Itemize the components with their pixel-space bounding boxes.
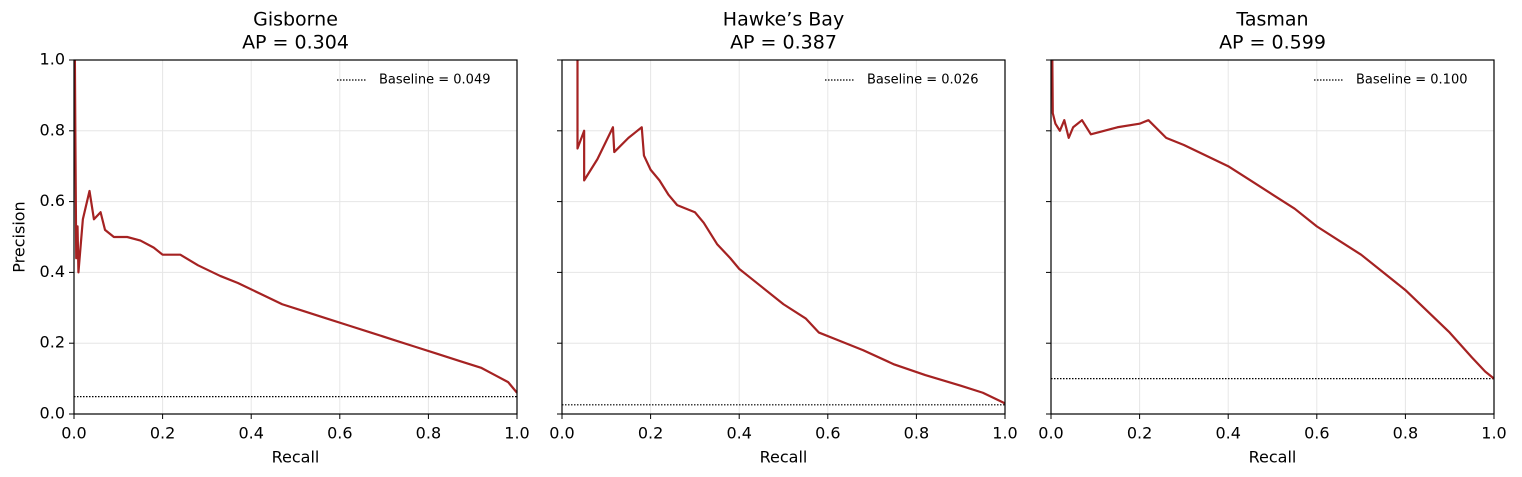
x-tick-label: 0.0 [1038, 424, 1063, 443]
x-tick-label: 0.4 [726, 424, 751, 443]
x-tick-label: 1.0 [992, 424, 1017, 443]
x-tick-label: 1.0 [504, 424, 529, 443]
y-tick-label: 0.6 [40, 191, 65, 210]
legend: Baseline = 0.026 [825, 73, 979, 88]
chart-subtitle: AP = 0.599 [1219, 32, 1326, 54]
x-tick-label: 0.6 [815, 424, 840, 443]
chart-title: Hawke’s Bay [723, 9, 844, 31]
pr-curve [73, 59, 518, 394]
x-tick-label: 0.4 [1215, 424, 1240, 443]
x-axis-label: Recall [760, 448, 808, 467]
x-tick-label: 0.4 [238, 424, 263, 443]
x-tick-label: 0.0 [61, 424, 86, 443]
legend-label: Baseline = 0.100 [1356, 73, 1468, 88]
legend-label: Baseline = 0.026 [867, 73, 979, 88]
chart-title: Tasman [1235, 9, 1308, 31]
x-tick-label: 0.0 [549, 424, 574, 443]
pr-curve [1051, 59, 1495, 380]
pr-curve [576, 60, 1006, 405]
x-tick-label: 0.2 [150, 424, 175, 443]
y-axis-label: Precision [10, 201, 29, 272]
legend-label: Baseline = 0.049 [379, 73, 491, 88]
chart-subtitle: AP = 0.387 [730, 32, 837, 54]
x-axis-label: Recall [1249, 448, 1297, 467]
legend: Baseline = 0.100 [1314, 73, 1468, 88]
plot-frame [1050, 59, 1495, 415]
x-axis-label: Recall [272, 448, 320, 467]
y-tick-label: 0.0 [40, 404, 65, 423]
y-tick-label: 0.8 [40, 120, 65, 139]
chart-subtitle: AP = 0.304 [242, 32, 349, 54]
y-tick-label: 0.2 [40, 333, 65, 352]
legend: Baseline = 0.049 [337, 73, 491, 88]
plot-frame [73, 59, 518, 415]
y-tick-label: 1.0 [40, 50, 65, 69]
x-tick-label: 0.6 [1304, 424, 1329, 443]
x-tick-label: 0.8 [904, 424, 929, 443]
x-tick-label: 0.6 [327, 424, 352, 443]
x-tick-label: 1.0 [1481, 424, 1506, 443]
x-tick-label: 0.8 [416, 424, 441, 443]
chart-title: Gisborne [253, 9, 338, 31]
y-tick-label: 0.4 [40, 262, 65, 281]
plot-frame [561, 59, 1006, 415]
x-tick-label: 0.2 [1127, 424, 1152, 443]
x-tick-label: 0.2 [638, 424, 663, 443]
x-tick-label: 0.8 [1393, 424, 1418, 443]
